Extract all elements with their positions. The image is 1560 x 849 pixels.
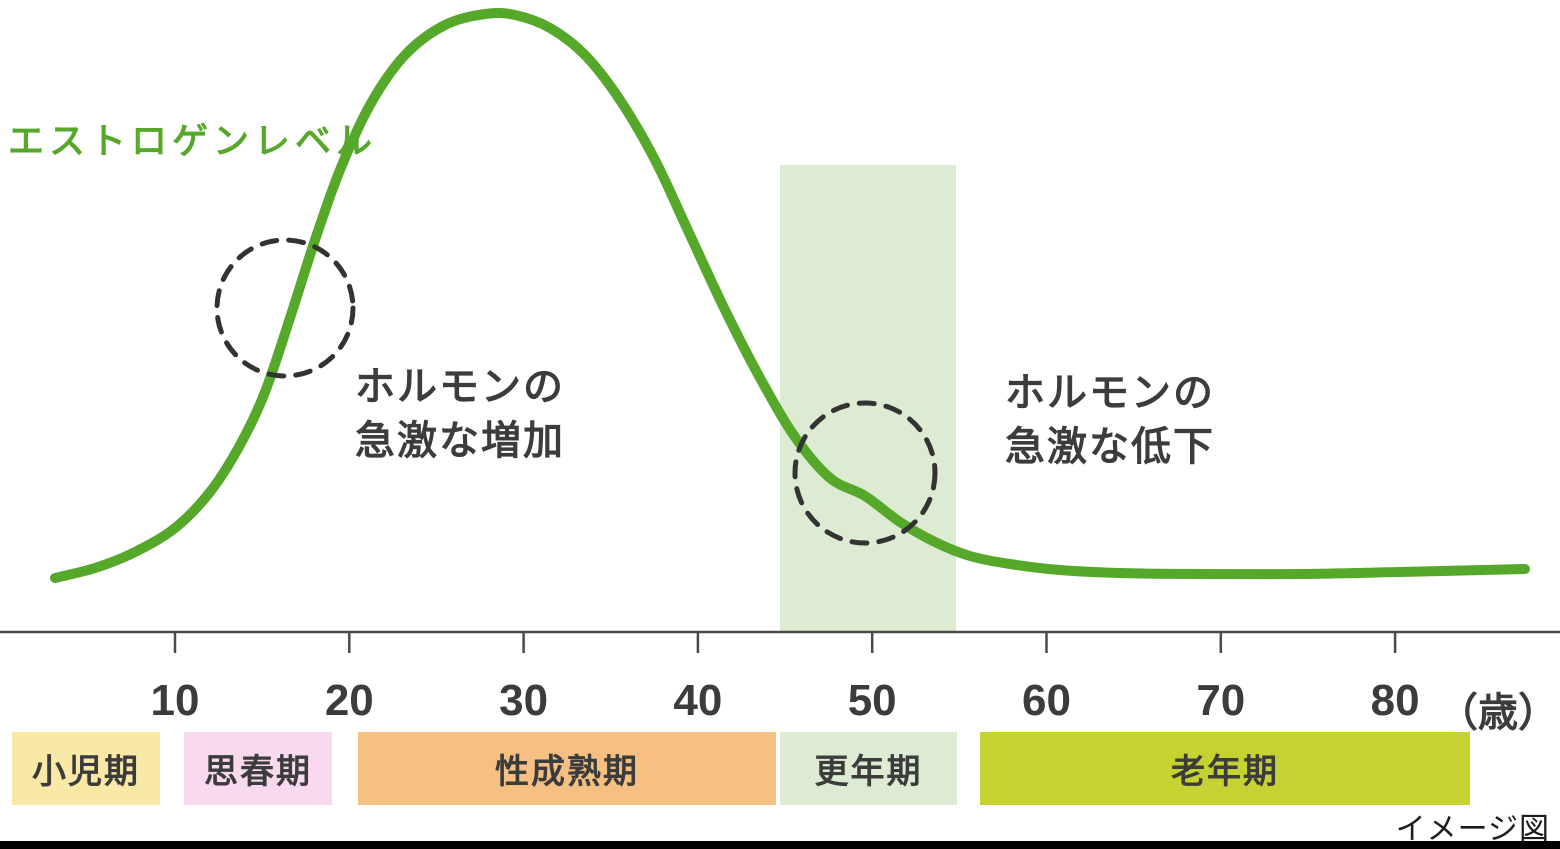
x-tick-label-30: 30 <box>499 676 549 725</box>
x-tick-label-60: 60 <box>1022 676 1071 725</box>
bottom-black-bar <box>0 841 1560 849</box>
image-note: イメージ図 <box>1395 813 1550 846</box>
annotation-decrease-line2: 急激な低下 <box>1005 425 1215 469</box>
x-tick-label-20: 20 <box>324 676 374 725</box>
x-axis-unit-label: （歳） <box>1438 691 1558 735</box>
x-tick-label-40: 40 <box>673 676 723 725</box>
series-label-estrogen: エストロゲンレベル <box>8 120 378 161</box>
annotation-decrease-line1: ホルモンの <box>1005 371 1215 415</box>
dashed-circle-hormone-decrease <box>792 400 938 546</box>
annotation-hormone-increase: ホルモンの 急激な増加 <box>355 360 565 468</box>
life-stage-band-1: 小児期 <box>12 732 160 805</box>
life-stage-band-2: 思春期 <box>184 732 332 805</box>
x-tick-label-10: 10 <box>150 676 200 725</box>
life-stage-bands: 小児期 思春期 性成熟期 更年期 老年期 <box>0 732 1560 805</box>
x-tick-label-70: 70 <box>1196 676 1246 725</box>
life-stage-band-4: 更年期 <box>780 732 957 805</box>
dashed-circle-hormone-increase <box>214 237 356 379</box>
life-stage-band-3: 性成熟期 <box>358 732 776 805</box>
annotation-increase-line1: ホルモンの <box>355 365 565 409</box>
x-tick-label-50: 50 <box>847 676 897 725</box>
estrogen-curve <box>50 7 1530 583</box>
life-stage-band-5: 老年期 <box>980 732 1470 805</box>
annotation-increase-line2: 急激な増加 <box>355 419 565 463</box>
menopause-highlight-band <box>780 165 956 632</box>
annotation-hormone-decrease: ホルモンの 急激な低下 <box>1005 366 1215 474</box>
x-tick-label-80: 80 <box>1370 676 1420 725</box>
